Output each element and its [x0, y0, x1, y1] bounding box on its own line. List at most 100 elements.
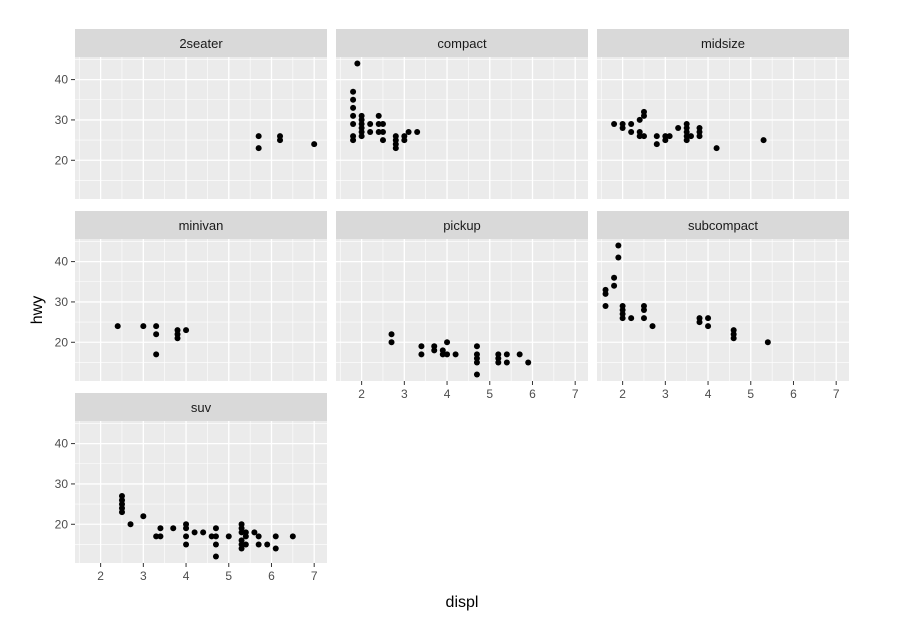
data-point [212, 553, 219, 560]
facet-strip-subcompact [597, 211, 849, 239]
x-tick-label: 2 [619, 387, 626, 401]
data-point [238, 537, 245, 544]
y-tick-label: 40 [55, 437, 69, 451]
y-tick-label: 30 [55, 295, 69, 309]
data-point [375, 112, 382, 119]
facet-panel-subcompact [597, 239, 849, 381]
facet-pickup: pickup 2 3 4 5 6 7 [336, 211, 588, 401]
data-point [666, 133, 673, 140]
data-point [277, 137, 284, 144]
facet-minivan: minivan 20 30 40 [55, 211, 327, 381]
data-point [683, 120, 690, 127]
data-point [183, 541, 190, 548]
facet-label-minivan: minivan [179, 218, 224, 233]
x-tick-label: 3 [401, 387, 408, 401]
data-point [114, 323, 121, 330]
facet-label-midsize: midsize [701, 36, 745, 51]
data-point [255, 145, 262, 152]
data-point [358, 112, 365, 119]
data-point [350, 133, 357, 140]
data-point [379, 129, 386, 136]
data-point [611, 274, 618, 281]
data-point [354, 60, 361, 67]
x-axis-title: displ [446, 594, 479, 611]
data-point [675, 125, 682, 131]
data-point [687, 133, 694, 140]
data-point [503, 359, 510, 366]
facet-strip-midsize [597, 29, 849, 57]
data-point [255, 541, 262, 548]
data-point [255, 133, 262, 140]
data-point [473, 343, 480, 350]
data-point [242, 529, 249, 536]
data-point [255, 533, 262, 540]
data-point [367, 120, 374, 127]
data-point [212, 525, 219, 532]
data-point [392, 133, 399, 140]
data-point [153, 533, 160, 540]
data-point [350, 120, 357, 127]
facet-midsize: midsize [597, 29, 849, 199]
facet-panel-midsize [597, 57, 849, 199]
data-point [375, 120, 382, 127]
data-point [615, 254, 622, 261]
data-point [350, 96, 357, 103]
data-point [525, 359, 532, 366]
data-point [183, 521, 190, 528]
facet-2seater: 2seater 20 30 40 [55, 29, 327, 199]
data-point [619, 302, 626, 309]
y-axis-title: hwy [29, 296, 46, 324]
facet-label-2seater: 2seater [179, 36, 223, 51]
x-tick-label: 3 [662, 387, 669, 401]
data-point [379, 120, 386, 127]
data-point [516, 351, 523, 358]
data-point [157, 533, 164, 540]
data-point [628, 120, 635, 127]
data-point [640, 133, 647, 140]
data-point [611, 282, 618, 289]
data-point [495, 351, 502, 358]
facet-strip-2seater [75, 29, 327, 57]
facet-panel-compact [336, 57, 588, 199]
facet-compact: compact [336, 29, 588, 199]
data-point [653, 133, 660, 140]
data-point [170, 525, 177, 532]
data-point [388, 331, 395, 338]
x-tick-label: 7 [833, 387, 840, 401]
x-tick-label: 4 [444, 387, 451, 401]
data-point [628, 129, 635, 136]
data-point [212, 533, 219, 540]
data-point [636, 116, 643, 123]
data-point [640, 108, 647, 115]
x-tick-label: 2 [97, 569, 104, 583]
data-point [140, 323, 147, 330]
data-point [375, 129, 382, 136]
data-point [350, 88, 357, 95]
data-point [311, 141, 318, 148]
data-point [473, 371, 480, 378]
data-point [191, 529, 198, 536]
data-point [696, 125, 703, 131]
facet-label-suv: suv [191, 400, 212, 415]
data-point [640, 315, 647, 322]
data-point [418, 343, 425, 350]
y-tick-label: 20 [55, 517, 69, 531]
data-point [140, 513, 147, 520]
x-tick-label: 6 [268, 569, 275, 583]
data-point [640, 302, 647, 309]
y-tick-label: 20 [55, 153, 69, 167]
y-tick-label: 40 [55, 73, 69, 87]
y-tick-label: 30 [55, 113, 69, 127]
data-point [157, 525, 164, 532]
data-point [350, 112, 357, 119]
data-point [388, 339, 395, 346]
data-point [153, 323, 160, 330]
data-point [118, 493, 125, 500]
data-point [439, 347, 446, 354]
facet-panel-minivan [75, 239, 327, 381]
facet-panel-suv [75, 421, 327, 563]
y-tick-label: 20 [55, 335, 69, 349]
x-tick-label: 5 [225, 569, 232, 583]
facet-strip-pickup [336, 211, 588, 239]
facet-subcompact: subcompact 2 3 4 5 6 7 [597, 211, 849, 401]
